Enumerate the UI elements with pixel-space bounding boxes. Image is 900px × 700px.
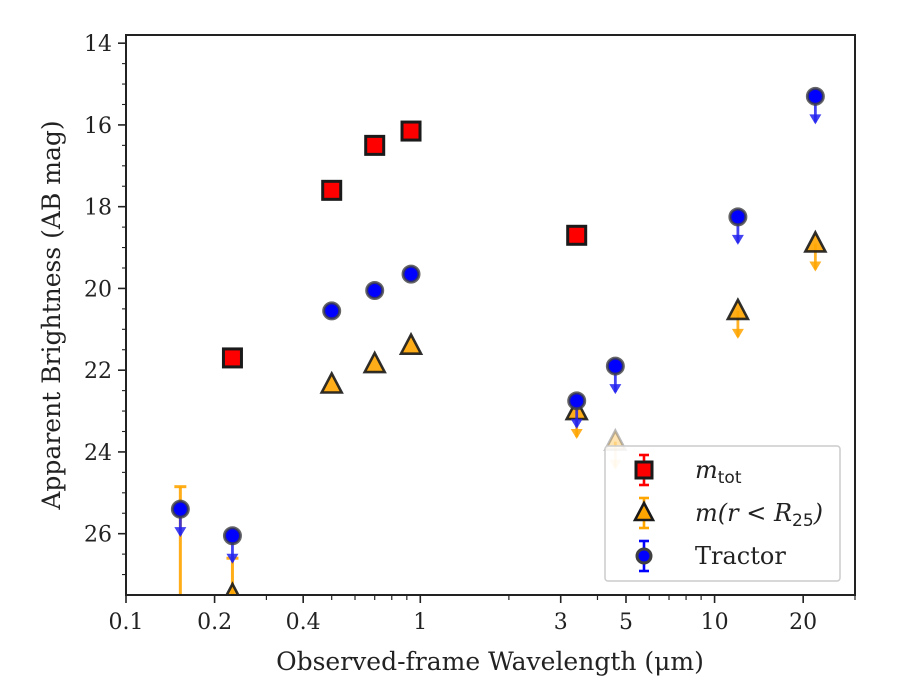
y-tick-label: 14 xyxy=(84,32,112,57)
data-point-triangle xyxy=(225,581,240,595)
x-tick-label: 5 xyxy=(619,610,633,635)
plot-area xyxy=(170,86,828,595)
data-point-circle xyxy=(222,526,242,546)
upper-limit-arrow-head xyxy=(731,328,744,339)
x-tick-label: 20 xyxy=(789,610,817,635)
y-tick-label: 22 xyxy=(84,359,112,384)
upper-limit-arrow-head xyxy=(809,114,822,125)
data-point-square xyxy=(321,179,343,201)
x-tick-label: 10 xyxy=(701,610,729,635)
data-point-circle xyxy=(322,301,342,321)
y-tick-label: 16 xyxy=(84,114,112,139)
plot-frame xyxy=(125,34,856,596)
data-point-triangle xyxy=(725,297,751,321)
x-tick-label: 1 xyxy=(413,610,427,635)
series-square xyxy=(221,120,588,369)
upper-limit-arrow-head xyxy=(731,234,744,245)
y-tick-label: 24 xyxy=(84,441,112,466)
x-tick-label: 0.2 xyxy=(197,610,232,635)
legend-label-tail: ) xyxy=(813,499,823,527)
legend-label: mtot xyxy=(695,456,742,488)
upper-limit-arrow-head xyxy=(174,527,187,538)
data-point-square xyxy=(400,120,422,142)
data-point-circle xyxy=(605,356,625,376)
legend-label-main: m xyxy=(695,456,718,484)
legend-label-subscript: 25 xyxy=(792,511,814,531)
upper-limit-arrow-head xyxy=(570,429,583,440)
legend-item-square: mtot xyxy=(634,453,742,488)
legend: mtot m(r < R25) Tractor xyxy=(604,445,841,582)
axes-ticks: 0.1 0.2 0.4 1 3 5 10 20 14 16 18 20 22 24 26 xyxy=(84,32,856,635)
data-point-square xyxy=(566,224,588,246)
x-axis-label: Observed-frame Wavelength (μm) xyxy=(276,647,704,676)
legend-triangle-marker xyxy=(632,500,656,522)
legend-label: m(r < R25) xyxy=(695,499,823,531)
legend-item-circle: Tractor xyxy=(635,539,786,573)
legend-label: Tractor xyxy=(695,542,786,570)
y-tick-label: 20 xyxy=(84,277,112,302)
legend-label-subscript: tot xyxy=(718,468,742,488)
y-tick-label: 18 xyxy=(84,196,112,221)
y-tick-label: 26 xyxy=(84,523,112,548)
x-tick-label: 3 xyxy=(554,610,568,635)
legend-item-triangle: m(r < R25) xyxy=(632,496,823,531)
legend-box xyxy=(604,445,841,582)
upper-limit-arrow-head xyxy=(809,261,822,272)
data-point-triangle xyxy=(398,331,424,355)
x-tick-label: 0.4 xyxy=(286,610,321,635)
legend-label-main: m(r < R xyxy=(695,499,792,527)
y-axis-label: Apparent Brightness (AB mag) xyxy=(37,120,66,510)
x-tick-label: 0.1 xyxy=(109,610,144,635)
data-point-circle xyxy=(728,207,748,227)
data-point-triangle xyxy=(362,350,387,374)
data-point-triangle xyxy=(803,229,828,253)
legend-circle-marker xyxy=(635,547,653,565)
data-point-square xyxy=(364,134,386,156)
data-point-circle xyxy=(170,499,190,519)
upper-limit-arrow-head xyxy=(226,553,239,564)
data-point-circle xyxy=(401,264,421,284)
data-point-circle xyxy=(365,280,385,300)
series-circle xyxy=(170,86,825,564)
data-point-triangle xyxy=(319,370,344,394)
data-point-circle xyxy=(805,86,825,106)
data-point-circle xyxy=(567,391,587,411)
upper-limit-arrow-head xyxy=(609,384,622,395)
data-point-square xyxy=(221,347,243,369)
upper-limit-arrow-head xyxy=(570,418,583,429)
legend-square-marker xyxy=(634,460,654,480)
